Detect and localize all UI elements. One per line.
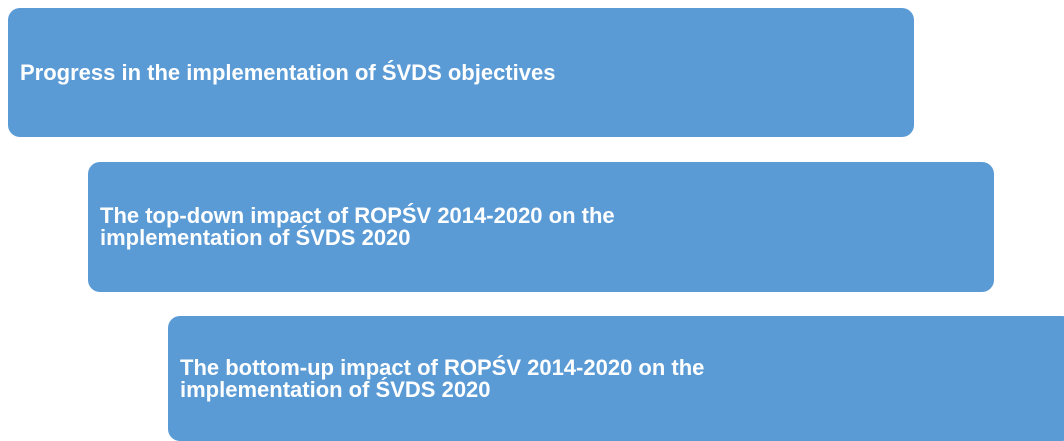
- box-label: The bottom-up impact of ROPŚV 2014-2020 …: [180, 354, 705, 402]
- box-label: Progress in the implementation of ŚVDS o…: [20, 59, 556, 85]
- box: The top-down impact of ROPŚV 2014-2020 o…: [88, 162, 994, 292]
- box: The bottom-up impact of ROPŚV 2014-2020 …: [168, 316, 1064, 441]
- box-label: The top-down impact of ROPŚV 2014-2020 o…: [100, 203, 615, 250]
- box: Progress in the implementation of ŚVDS o…: [8, 8, 914, 137]
